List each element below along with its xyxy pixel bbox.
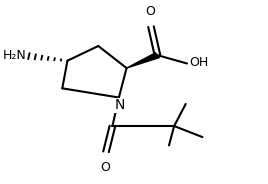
- Text: O: O: [145, 5, 155, 18]
- Text: OH: OH: [189, 56, 209, 69]
- Text: H₂N: H₂N: [3, 49, 27, 62]
- Text: N: N: [114, 98, 125, 112]
- Text: O: O: [100, 161, 110, 174]
- Polygon shape: [126, 53, 159, 68]
